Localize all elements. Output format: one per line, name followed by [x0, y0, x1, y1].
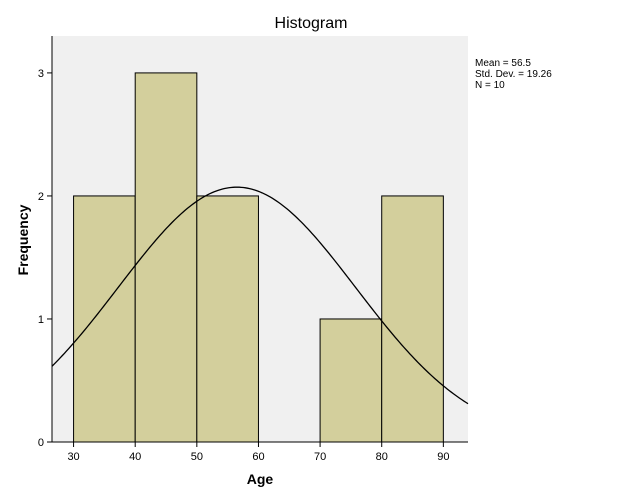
x-tick-label: 50: [191, 451, 203, 463]
x-tick-label: 60: [252, 451, 264, 463]
normal-curve: [51, 186, 469, 405]
stat-std-dev: Std. Dev. = 19.26: [475, 69, 552, 80]
bars-group: [73, 72, 444, 443]
stat-n: N = 10: [475, 80, 505, 91]
y-axis-label: Frequency: [15, 204, 31, 275]
y-tick-label: 2: [38, 191, 44, 203]
histogram-bar: [196, 195, 259, 443]
x-tick-label: 80: [376, 451, 388, 463]
stat-mean: Mean = 56.5: [475, 58, 531, 69]
histogram-bar: [73, 195, 136, 443]
histogram-bar: [134, 72, 198, 443]
ticks-group: 30 40 50 60 70 80 90 0 1 2 3: [38, 68, 450, 463]
axes-group: [51, 36, 468, 443]
histogram-bar: [319, 318, 383, 443]
y-tick-label: 0: [38, 437, 44, 449]
x-axis-label: Age: [247, 471, 274, 487]
x-tick-label: 40: [129, 451, 141, 463]
y-tick-label: 3: [38, 68, 44, 80]
x-tick-label: 90: [437, 451, 449, 463]
y-tick-label: 1: [38, 314, 44, 326]
chart-title: Histogram: [275, 15, 348, 32]
x-tick-label: 30: [67, 451, 79, 463]
x-tick-label: 70: [314, 451, 326, 463]
histogram-bar: [381, 195, 444, 443]
